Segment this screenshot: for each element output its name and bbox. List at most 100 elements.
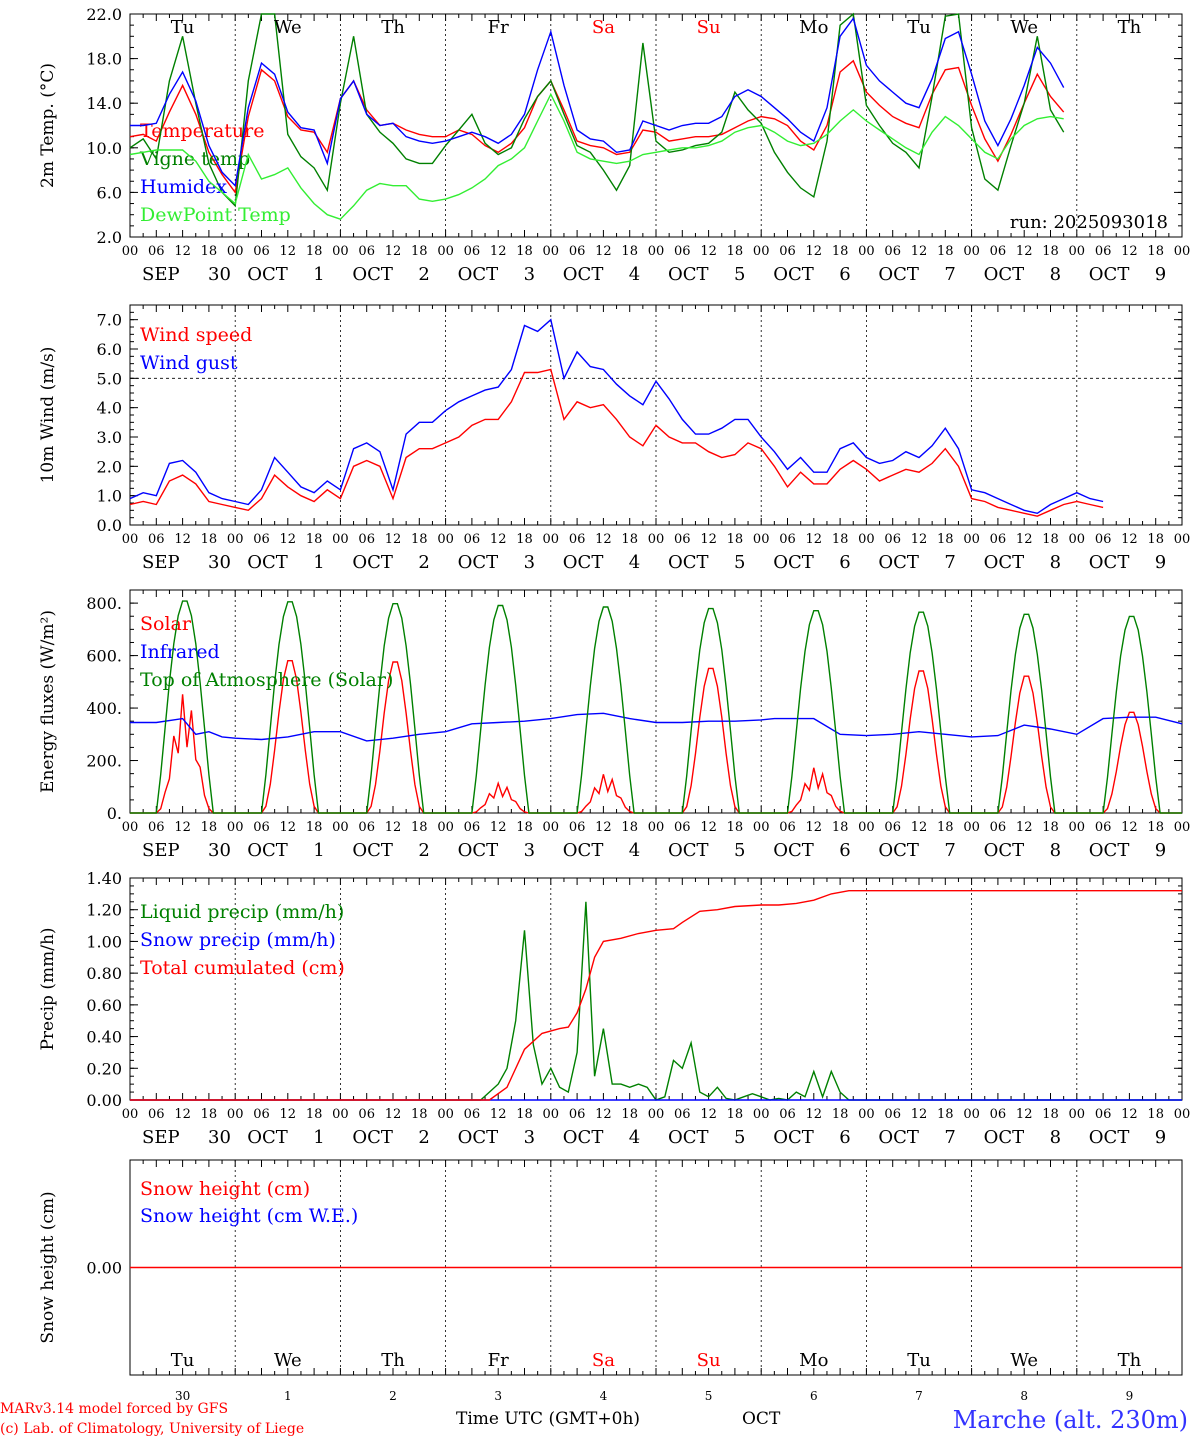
hour-label: 12: [911, 1107, 928, 1122]
day-number-label: 2: [389, 1389, 397, 1403]
hour-label: 12: [806, 532, 823, 547]
hour-label: 00: [858, 1107, 875, 1122]
date-day-label: 4: [629, 1127, 640, 1148]
x-axis-month: OCT: [742, 1409, 781, 1429]
y-tick-label: 7.0: [97, 311, 122, 330]
hour-label: 12: [490, 820, 507, 835]
hour-label: 12: [1121, 820, 1138, 835]
hour-label: 12: [806, 244, 823, 259]
y-tick-label: 1.0: [97, 487, 122, 506]
date-day-label: 7: [944, 1127, 955, 1148]
legend-entry: Total cumulated (cm): [140, 957, 345, 979]
hour-label: 06: [569, 244, 586, 259]
hour-label: 00: [858, 244, 875, 259]
date-day-label: 4: [629, 264, 640, 285]
hour-label: 12: [1016, 532, 1033, 547]
date-month-label: OCT: [458, 1127, 499, 1148]
hour-label: 06: [464, 1107, 481, 1122]
hour-label: 12: [911, 820, 928, 835]
y-tick-label: 1.40: [86, 869, 122, 888]
y-tick-label: 6.0: [97, 183, 122, 202]
date-day-label: 30: [208, 264, 231, 285]
date-day-label: 7: [944, 552, 955, 573]
hour-label: 12: [911, 532, 928, 547]
series-line-wind-gust: [129, 318, 1104, 515]
hour-label: 18: [621, 244, 638, 259]
hour-label: 00: [648, 532, 665, 547]
date-month-label: OCT: [247, 264, 288, 285]
hour-label: 18: [621, 820, 638, 835]
hour-label: 12: [911, 244, 928, 259]
y-tick-label: 0.: [107, 804, 122, 823]
hour-label: 12: [490, 1107, 507, 1122]
hour-label: 12: [700, 532, 717, 547]
hour-label: 06: [148, 244, 165, 259]
legend-entry: Liquid precip (mm/h): [140, 901, 344, 923]
date-day-label: 9: [1155, 264, 1166, 285]
date-month-label: OCT: [563, 264, 604, 285]
hour-label: 18: [411, 532, 428, 547]
hour-label: 12: [174, 820, 191, 835]
y-axis-label: Energy fluxes (W/m²): [38, 610, 58, 793]
y-tick-label: 0.20: [86, 1059, 122, 1078]
station-name: Marche (alt. 230m): [953, 1406, 1188, 1434]
date-month-label: OCT: [878, 552, 919, 573]
x-axis-label: Time UTC (GMT+0h): [456, 1409, 640, 1429]
hour-label: 18: [201, 820, 218, 835]
date-day-label: 30: [208, 552, 231, 573]
date-day-label: 9: [1155, 1127, 1166, 1148]
credit-model: MARv3.14 model forced by GFS: [0, 1401, 228, 1417]
hour-label: 06: [884, 532, 901, 547]
hour-label: 00: [543, 244, 560, 259]
series-line-humidex: [130, 16, 1065, 188]
hour-label: 06: [253, 532, 270, 547]
date-day-label: 9: [1155, 840, 1166, 861]
hour-label: 06: [990, 1107, 1007, 1122]
date-day-label: 1: [313, 552, 324, 573]
hour-label: 18: [727, 532, 744, 547]
hour-label: 00: [227, 244, 244, 259]
hour-label: 06: [358, 820, 375, 835]
date-month-label: OCT: [773, 264, 814, 285]
panels: 2.06.010.014.018.022.02m Temp. (°C) Tempe…: [38, 5, 1190, 1403]
hour-label: 18: [621, 532, 638, 547]
date-month-label: OCT: [984, 552, 1025, 573]
y-tick-label: 0.80: [86, 964, 122, 983]
date-month-label: OCT: [563, 840, 604, 861]
hour-label: 18: [727, 1107, 744, 1122]
date-month-label: OCT: [668, 1127, 709, 1148]
date-day-label: 3: [524, 840, 535, 861]
date-month-label: SEP: [142, 1127, 180, 1148]
date-month-label: OCT: [773, 1127, 814, 1148]
hour-label: 06: [779, 532, 796, 547]
hour-label: 18: [937, 1107, 954, 1122]
date-month-label: SEP: [142, 264, 180, 285]
date-month-label: OCT: [984, 840, 1025, 861]
hour-label: 18: [411, 820, 428, 835]
date-day-label: 2: [418, 552, 429, 573]
hour-label: 12: [1016, 244, 1033, 259]
date-month-label: OCT: [1089, 1127, 1130, 1148]
y-tick-label: 6.0: [97, 340, 122, 359]
y-tick-label: 5.0: [97, 369, 122, 388]
weekday-label: Th: [1118, 17, 1142, 38]
y-axis-label: 10m Wind (m/s): [38, 347, 58, 484]
hour-label: 06: [990, 244, 1007, 259]
weekday-label: Su: [697, 1350, 721, 1371]
day-number-label: 4: [600, 1389, 608, 1403]
date-day-label: 5: [734, 264, 745, 285]
hour-label: 18: [832, 1107, 849, 1122]
hour-label: 18: [516, 820, 533, 835]
hour-label: 00: [1174, 244, 1191, 259]
weekday-label: Sa: [592, 1350, 615, 1371]
date-day-label: 6: [839, 264, 850, 285]
date-month-label: OCT: [458, 840, 499, 861]
weekday-label: Th: [381, 17, 405, 38]
date-month-label: OCT: [458, 552, 499, 573]
hour-label: 12: [174, 244, 191, 259]
panel-temp: 2.06.010.014.018.022.02m Temp. (°C) Tempe…: [38, 5, 1190, 285]
hour-label: 06: [990, 532, 1007, 547]
hour-label: 12: [1121, 1107, 1138, 1122]
hour-label: 06: [464, 244, 481, 259]
hour-label: 00: [437, 244, 454, 259]
